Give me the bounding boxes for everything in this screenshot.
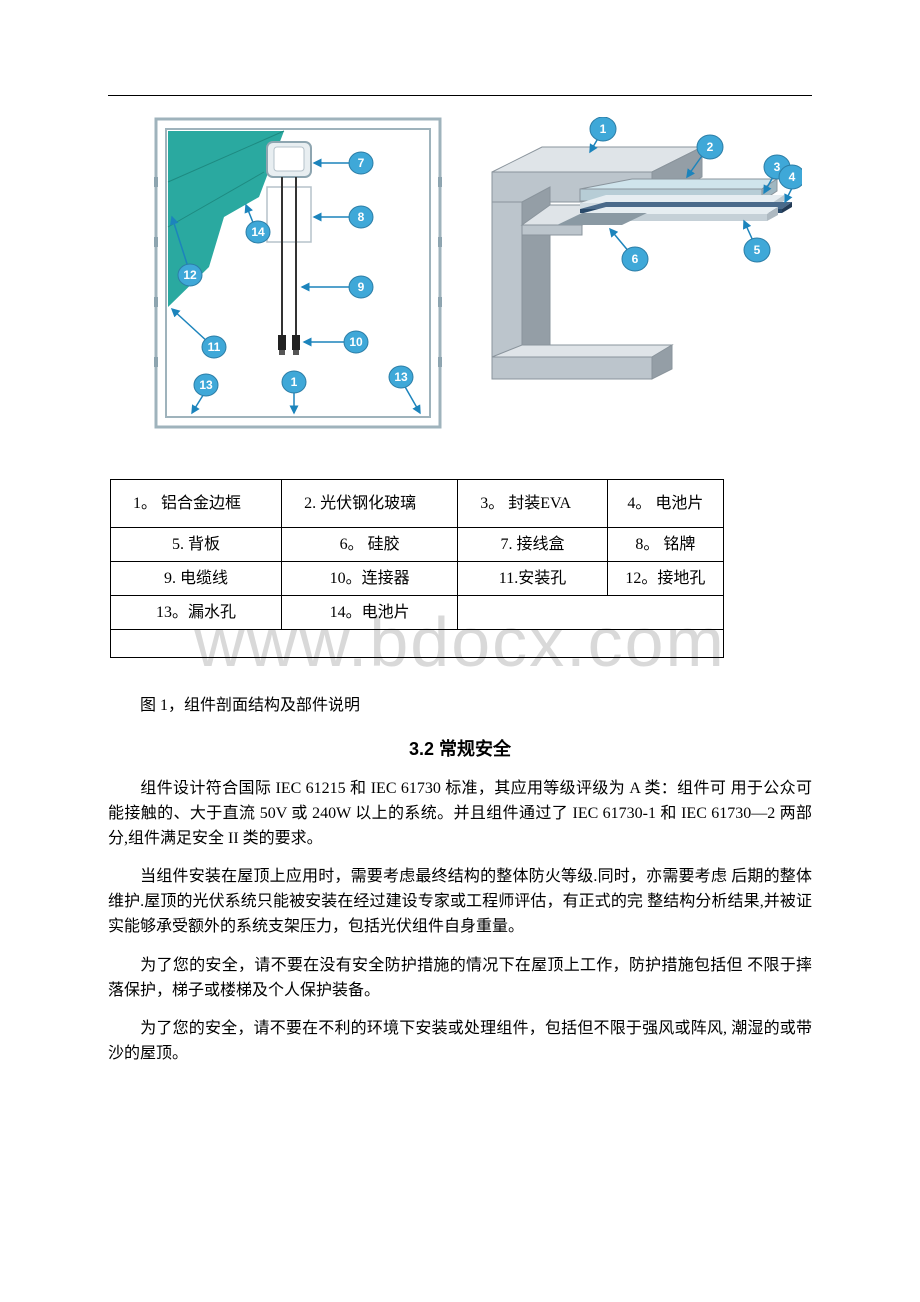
svg-text:1: 1: [291, 375, 298, 389]
badge-9: 9: [349, 276, 373, 298]
diagrams-row: 7 8 9 10 11 12 14 13 13 1: [154, 117, 812, 429]
paragraph-4: 为了您的安全，请不要在不利的环境下安装或处理组件，包括但不限于强风或阵风, 潮湿…: [108, 1017, 812, 1067]
svg-text:3: 3: [774, 160, 781, 174]
cell-4-2: 14。电池片: [282, 596, 458, 630]
svg-text:1: 1: [600, 122, 607, 136]
cell-1-3: 3。 封装EVA: [458, 480, 608, 528]
badge-12: 12: [178, 264, 202, 286]
badge-f1: 1: [590, 117, 616, 141]
frame-diagram: 1 2 3 4 5 6: [472, 117, 802, 402]
badge-f2: 2: [697, 135, 723, 159]
cell-3-1: 9. 电缆线: [111, 562, 282, 596]
svg-text:8: 8: [358, 210, 365, 224]
cell-4-1: 13。漏水孔: [111, 596, 282, 630]
cell-3-2: 10。连接器: [282, 562, 458, 596]
svg-text:5: 5: [754, 243, 761, 257]
svg-text:14: 14: [251, 225, 265, 239]
badge-13a: 13: [194, 374, 218, 396]
cell-2-3: 7. 接线盒: [458, 528, 608, 562]
cell-3-4: 12。接地孔: [607, 562, 723, 596]
svg-text:4: 4: [789, 170, 796, 184]
badge-f4: 4: [779, 165, 802, 189]
svg-text:7: 7: [358, 156, 365, 170]
table-row: 1。 铝合金边框 2. 光伏钢化玻璃 3。 封装EVA 4。 电池片: [111, 480, 724, 528]
paragraph-1: 组件设计符合国际 IEC 61215 和 IEC 61730 标准，其应用等级评…: [108, 777, 812, 851]
badge-11: 11: [202, 336, 226, 358]
badge-13b: 13: [389, 366, 413, 388]
svg-text:13: 13: [394, 370, 408, 384]
table-row: 13。漏水孔 14。电池片: [111, 596, 724, 630]
table-row: 5. 背板 6。 硅胶 7. 接线盒 8。 铭牌: [111, 528, 724, 562]
svg-text:10: 10: [349, 335, 363, 349]
table-row: 9. 电缆线 10。连接器 11.安装孔 12。接地孔: [111, 562, 724, 596]
cell-4-3: [458, 596, 724, 630]
badge-1: 1: [282, 371, 306, 393]
cell-1-1: 1。 铝合金边框: [111, 480, 282, 528]
svg-text:12: 12: [183, 268, 197, 282]
svg-text:2: 2: [707, 140, 714, 154]
badge-7: 7: [349, 152, 373, 174]
cell-1-4: 4。 电池片: [607, 480, 723, 528]
section-heading: 3.2 常规安全: [108, 736, 812, 763]
badge-f5: 5: [744, 238, 770, 262]
top-rule: [108, 95, 812, 96]
cell-1-2: 2. 光伏钢化玻璃: [282, 480, 458, 528]
svg-text:13: 13: [199, 378, 213, 392]
panel-diagram: 7 8 9 10 11 12 14 13 13 1: [154, 117, 442, 429]
cell-2-4: 8。 铭牌: [607, 528, 723, 562]
parts-table: 1。 铝合金边框 2. 光伏钢化玻璃 3。 封装EVA 4。 电池片 5. 背板…: [110, 479, 724, 658]
cell-2-2: 6。 硅胶: [282, 528, 458, 562]
content: 7 8 9 10 11 12 14 13 13 1: [108, 117, 812, 1067]
paragraph-3: 为了您的安全，请不要在没有安全防护措施的情况下在屋顶上工作，防护措施包括但 不限…: [108, 954, 812, 1004]
svg-text:9: 9: [358, 280, 365, 294]
paragraph-2: 当组件安装在屋顶上应用时，需要考虑最终结构的整体防火等级.同时，亦需要考虑 后期…: [108, 865, 812, 939]
badge-14: 14: [246, 221, 270, 243]
cell-3-3: 11.安装孔: [458, 562, 608, 596]
cell-2-1: 5. 背板: [111, 528, 282, 562]
svg-text:11: 11: [208, 340, 221, 354]
table-row: [111, 630, 724, 658]
badge-8: 8: [349, 206, 373, 228]
figure-caption: 图 1，组件剖面结构及部件说明: [140, 694, 812, 718]
badge-f6: 6: [622, 247, 648, 271]
svg-text:6: 6: [632, 252, 639, 266]
cell-empty: [111, 630, 724, 658]
badge-10: 10: [344, 331, 368, 353]
